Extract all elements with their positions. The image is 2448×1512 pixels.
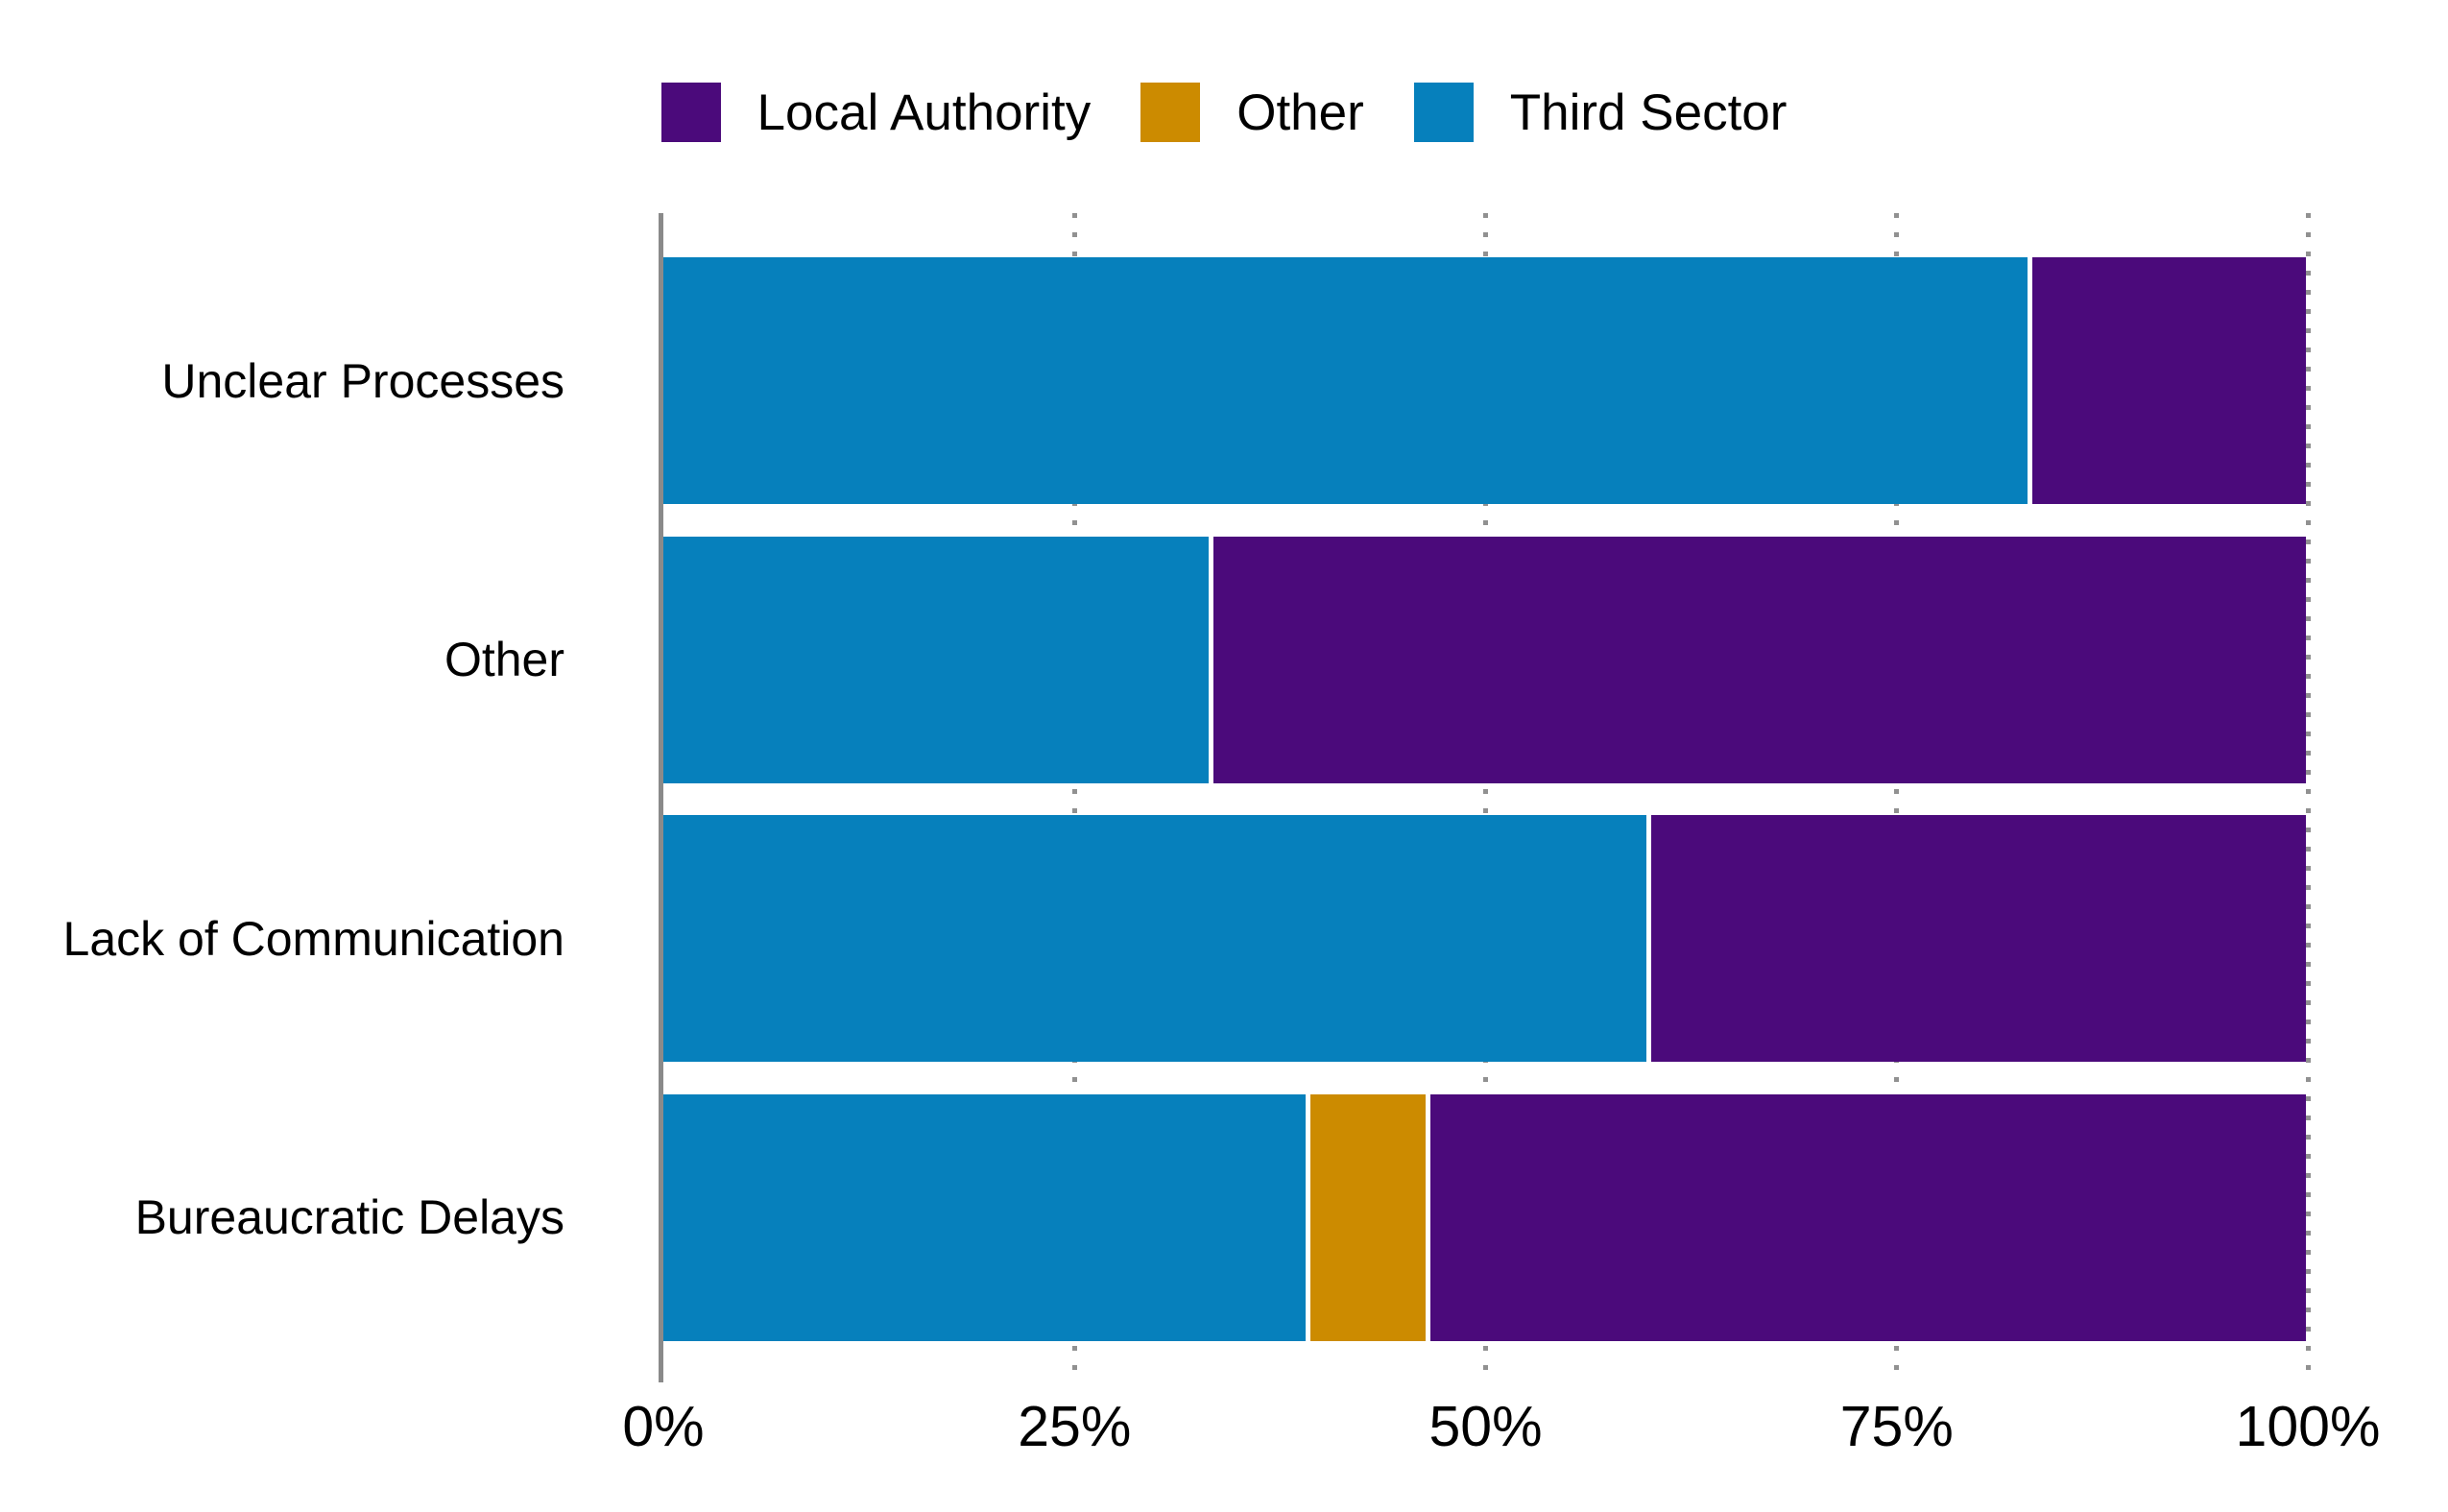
legend-swatch-icon xyxy=(1413,83,1474,142)
legend-item-third-sector: Third Sector xyxy=(1413,83,1788,142)
axis-line-0 xyxy=(659,213,663,1382)
gridline-75 xyxy=(1894,213,1900,1382)
bar-segment-local-authority xyxy=(1430,1093,2306,1341)
category-label-unclear-processes: Unclear Processes xyxy=(161,353,564,408)
bar-row-bureaucratic-delays xyxy=(663,1093,2306,1341)
legend-swatch-icon xyxy=(660,83,721,142)
x-tick-label-25: 25% xyxy=(1018,1395,1132,1458)
bar-segment-local-authority xyxy=(1650,815,2306,1062)
legend-label: Other xyxy=(1236,84,1364,141)
x-tick-label-0: 0% xyxy=(622,1395,705,1458)
x-tick-label-50: 50% xyxy=(1428,1395,1543,1458)
bar-segment-third-sector xyxy=(663,815,1646,1062)
legend-item-other: Other xyxy=(1140,83,1364,142)
category-label-other: Other xyxy=(444,633,564,686)
bar-segment-local-authority xyxy=(1213,536,2306,783)
bar-row-lack-of-communication xyxy=(663,815,2306,1062)
gridline-25 xyxy=(1071,213,1077,1382)
legend: Local Authority Other Third Sector xyxy=(0,83,2448,142)
gridline-50 xyxy=(1483,213,1488,1382)
legend-swatch-icon xyxy=(1140,83,1201,142)
legend-label: Local Authority xyxy=(756,84,1092,141)
x-tick-label-100: 100% xyxy=(2235,1395,2381,1458)
gridline-100 xyxy=(2305,213,2311,1382)
bar-segment-third-sector xyxy=(663,536,1210,783)
bar-row-unclear-processes xyxy=(663,257,2306,504)
category-label-bureaucratic-delays: Bureaucratic Delays xyxy=(134,1190,564,1244)
x-tick-label-75: 75% xyxy=(1839,1395,1954,1458)
bar-segment-other xyxy=(1309,1093,1427,1341)
category-label-lack-of-communication: Lack of Communication xyxy=(62,911,564,966)
bar-row-other xyxy=(663,536,2306,783)
legend-item-local-authority: Local Authority xyxy=(660,83,1092,142)
bar-segment-third-sector xyxy=(663,257,2028,504)
legend-label: Third Sector xyxy=(1509,84,1788,141)
bar-segment-local-authority xyxy=(2032,257,2306,504)
bar-segment-third-sector xyxy=(663,1093,1306,1341)
